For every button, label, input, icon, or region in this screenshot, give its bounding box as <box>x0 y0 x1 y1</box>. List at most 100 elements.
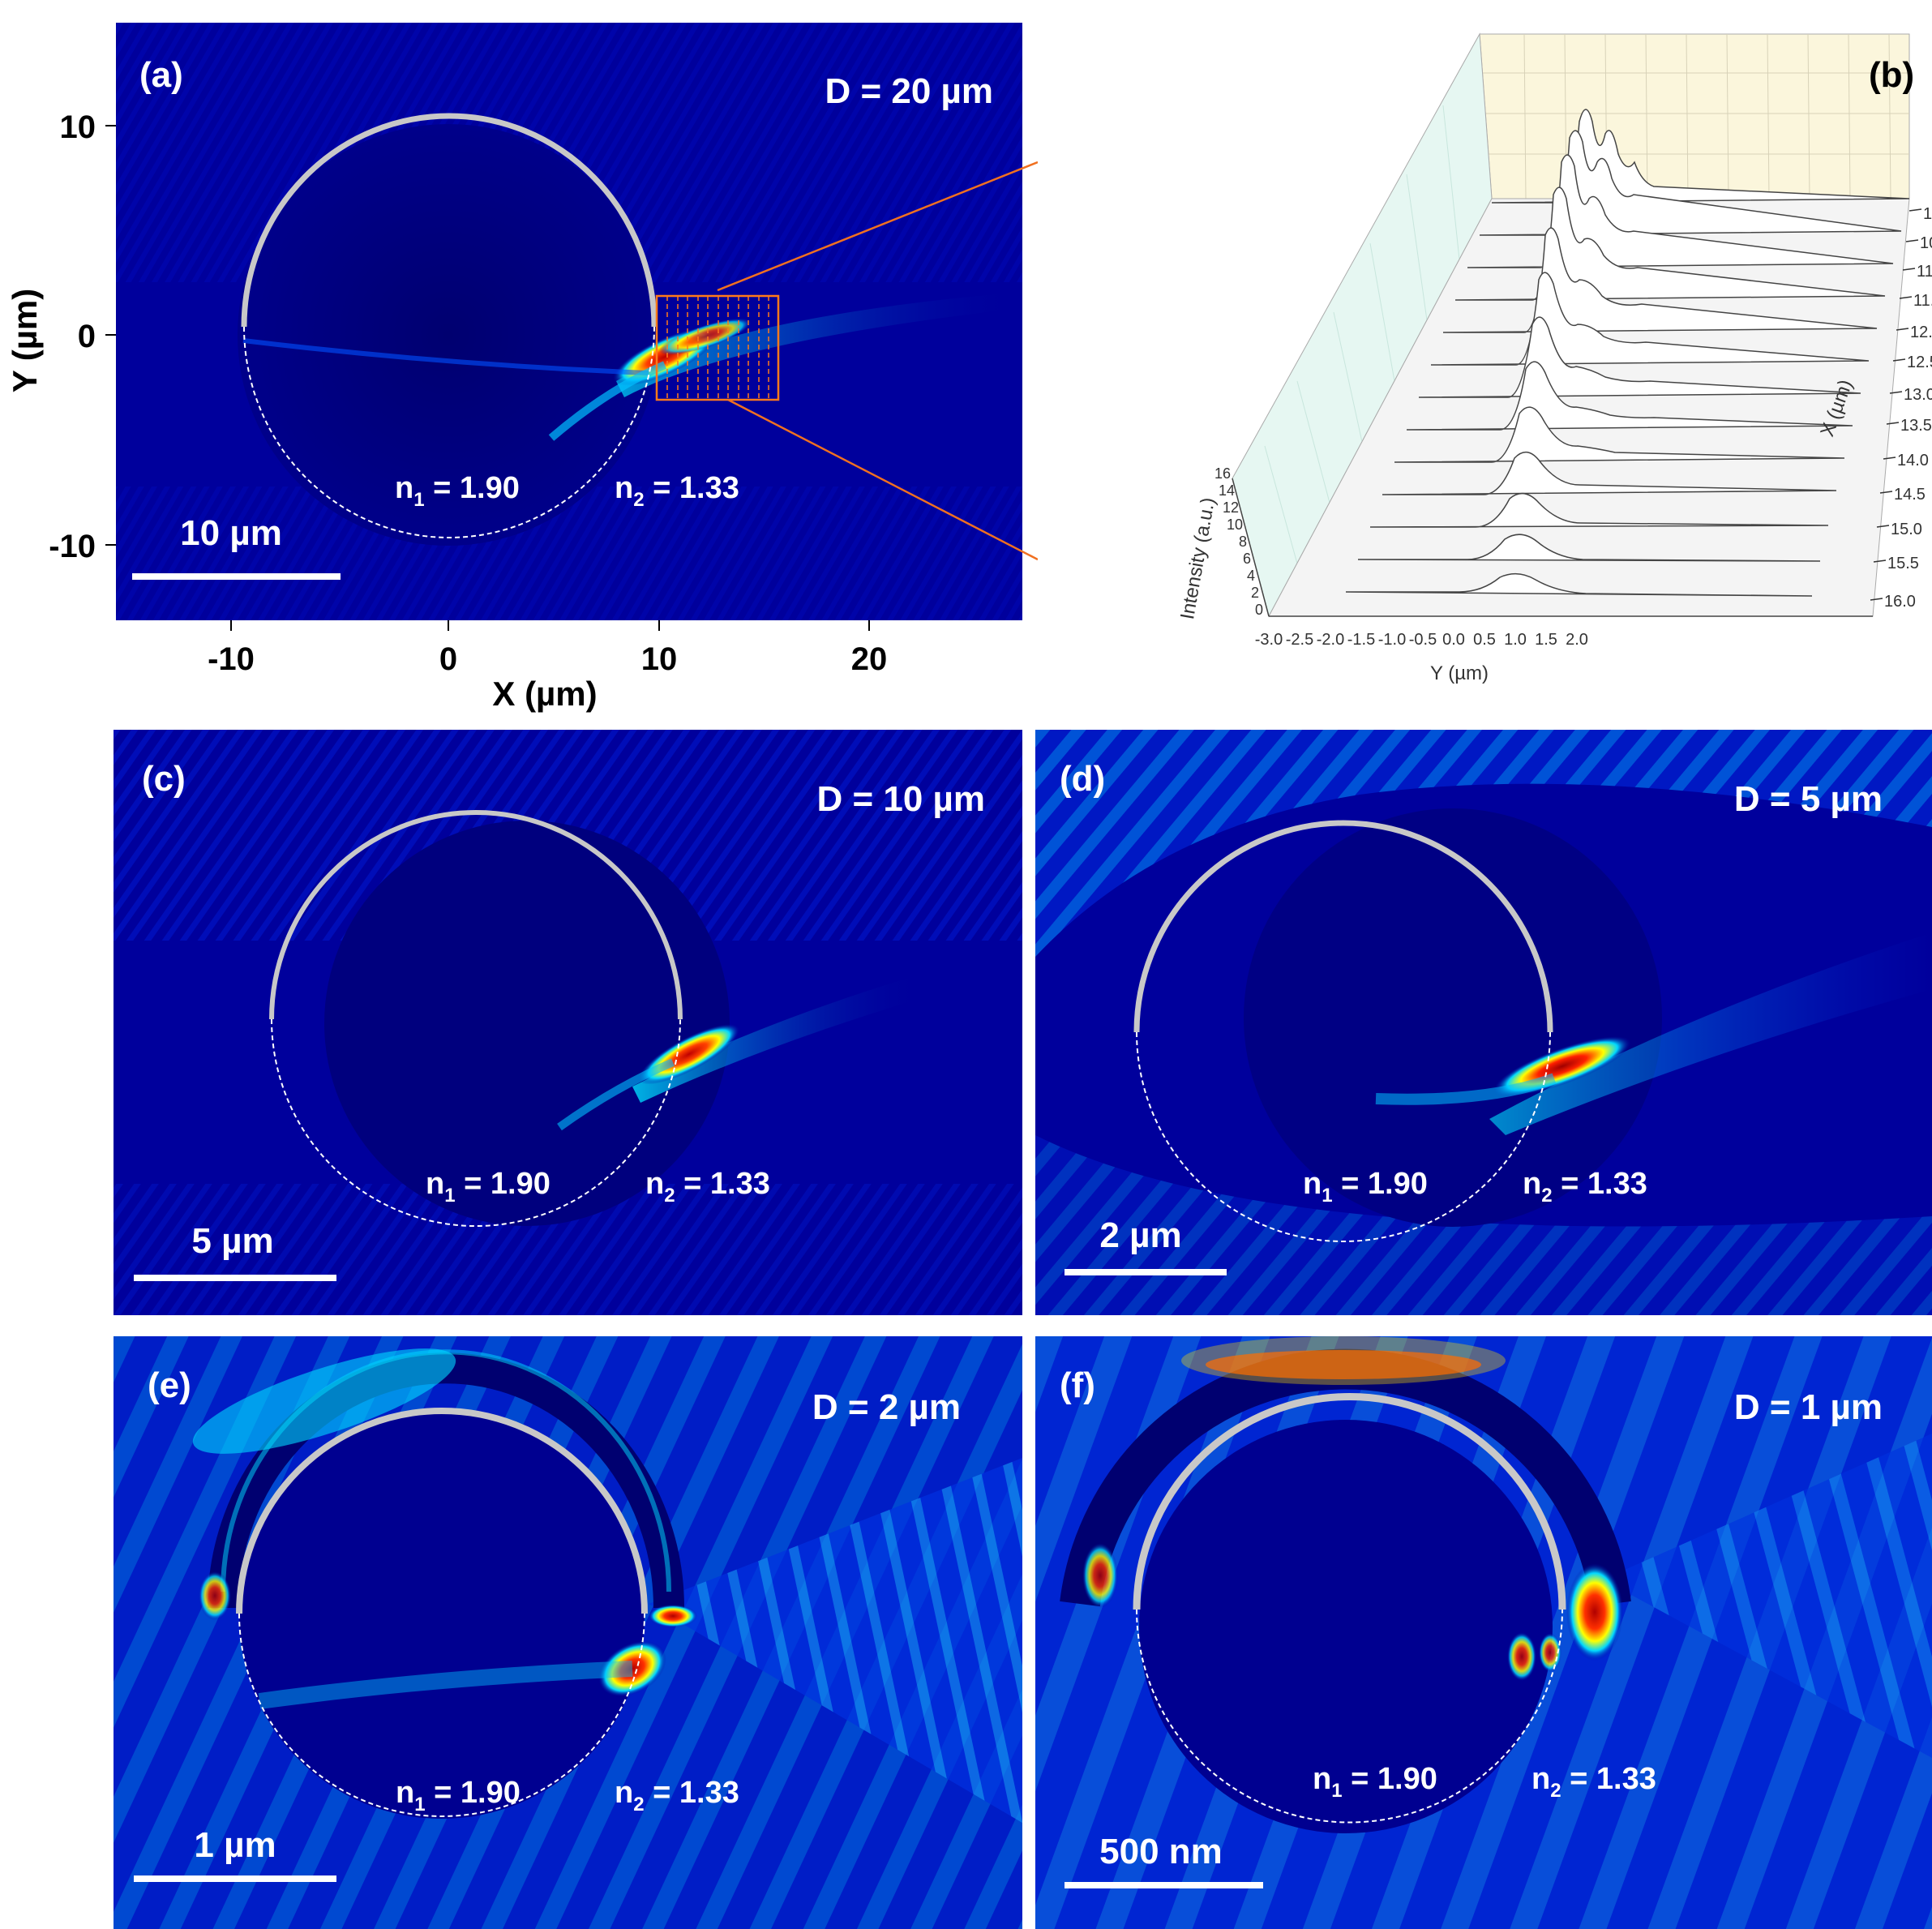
n1-label-d: n1 = 1.90 <box>1303 1167 1428 1207</box>
y-tick-b-10: 1.5 <box>1535 631 1557 649</box>
y-axis-label-b: Y (µm) <box>1430 662 1489 684</box>
y-tick-a-1: 10 <box>60 109 96 145</box>
n1-label-e: n1 = 1.90 <box>396 1776 520 1815</box>
y-axis-label-a: Y (µm) <box>6 289 44 392</box>
x-tick-a-2: 0 <box>439 641 457 677</box>
diameter-label-e: D = 2 µm <box>812 1387 961 1427</box>
panel-b-svg: 10.0 10.5 11.0 11.5 12.0 12.5 13.0 13.5 … <box>1176 32 1932 684</box>
y-tick-b-8: 0.5 <box>1473 631 1496 649</box>
x-tick-b-5: 12.0 <box>1910 324 1932 341</box>
y-tick-b-7: 0.0 <box>1442 631 1465 649</box>
y-tick-b-6: -0.5 <box>1409 631 1437 649</box>
x-tick-a-1: -10 <box>208 641 255 677</box>
panel-d-svg: (d) D = 5 µm n1 = 1.90 n2 = 1.33 2 µm <box>1035 730 1932 1315</box>
panel-label-b: (b) <box>1869 55 1914 95</box>
n1-label-a: n1 = 1.90 <box>395 471 520 511</box>
x-tick-b-2: 10.5 <box>1920 234 1932 252</box>
droplet-outline-f <box>1136 1609 1563 1824</box>
x-tick-b-1: 10.0 <box>1923 205 1932 223</box>
droplet-outline-e <box>238 1613 645 1817</box>
scale-bar-d <box>1065 1269 1227 1275</box>
panel-f: (f) D = 1 µm n1 = 1.90 n2 = 1.33 500 nm <box>1035 1336 1932 1929</box>
diameter-label-a: D = 20 µm <box>825 71 993 111</box>
x-tick-b-3: 11.0 <box>1917 263 1932 281</box>
y-tick-a-3: -10 <box>49 529 96 564</box>
y-tick-b-3: -2.0 <box>1317 631 1344 649</box>
intensity-profiles <box>1345 109 1910 597</box>
n2-label-a: n2 = 1.33 <box>615 471 739 511</box>
n2-label-c: n2 = 1.33 <box>645 1167 770 1207</box>
panel-d: (d) D = 5 µm n1 = 1.90 n2 = 1.33 2 µm <box>1035 730 1932 1315</box>
panel-a-svg: (a) D = 20 µm n1 = 1.90 n2 = 1.33 10 µm … <box>6 23 1038 713</box>
scale-bar-f <box>1065 1882 1263 1888</box>
scale-bar-label-f: 500 nm <box>1099 1832 1223 1871</box>
panel-c: (c) D = 10 µm n1 = 1.90 n2 = 1.33 5 µm <box>114 730 1022 1315</box>
x-tick-b-7: 13.0 <box>1904 386 1932 404</box>
x-tick-a-4: 20 <box>851 641 888 677</box>
x-tick-b-6: 12.5 <box>1907 354 1932 371</box>
panel-label-a: (a) <box>139 55 183 95</box>
y-tick-b-1: -3.0 <box>1255 631 1283 649</box>
scale-bar-label-d: 2 µm <box>1099 1215 1181 1255</box>
z-axis-label-b: Intensity (a.u.) <box>1176 495 1219 620</box>
panel-label-f: (f) <box>1060 1365 1095 1405</box>
z-tick-b-7: 4 <box>1247 568 1255 584</box>
droplet-outline-d <box>1136 1031 1551 1242</box>
n2-label-f: n2 = 1.33 <box>1531 1762 1656 1802</box>
y-tick-b-4: -1.5 <box>1347 631 1375 649</box>
panel-c-svg: (c) D = 10 µm n1 = 1.90 n2 = 1.33 5 µm <box>114 730 1022 1315</box>
diameter-label-f: D = 1 µm <box>1734 1387 1883 1427</box>
y-axis-a: 10 0 -10 Y (µm) <box>6 109 116 564</box>
z-tick-b-6: 6 <box>1243 551 1251 567</box>
scale-bar-label-c: 5 µm <box>191 1221 273 1261</box>
y-tick-b-2: -2.5 <box>1286 631 1313 649</box>
scale-bar-label-e: 1 µm <box>194 1825 276 1865</box>
zoom-box <box>655 294 780 401</box>
y-tick-a-2: 0 <box>78 319 96 354</box>
y-tick-b-11: 2.0 <box>1566 631 1588 649</box>
scale-bar-c <box>134 1275 336 1281</box>
x-axis-a: -10 0 10 20 X (µm) <box>208 620 887 713</box>
panel-label-c: (c) <box>142 759 186 799</box>
n2-label-e: n2 = 1.33 <box>615 1776 739 1815</box>
shell-arc-d <box>1133 820 1553 1033</box>
plot3d-back-wall <box>1479 33 1910 199</box>
n1-label-f: n1 = 1.90 <box>1313 1762 1437 1802</box>
z-tick-b-3: 12 <box>1223 499 1239 516</box>
shell-arc-a <box>241 113 658 328</box>
diameter-label-c: D = 10 µm <box>816 779 985 819</box>
x-tick-b-9: 14.0 <box>1897 452 1929 469</box>
scale-bar-a <box>132 573 341 580</box>
panel-a: (a) D = 20 µm n1 = 1.90 n2 = 1.33 10 µm … <box>0 0 1038 722</box>
z-tick-b-4: 10 <box>1227 517 1243 533</box>
panel-f-svg: (f) D = 1 µm n1 = 1.90 n2 = 1.33 500 nm <box>1035 1336 1932 1929</box>
x-tick-b-8: 13.5 <box>1900 417 1932 435</box>
droplet-outline-c <box>271 1018 681 1227</box>
x-tick-b-11: 15.0 <box>1891 521 1922 538</box>
z-tick-b-8: 2 <box>1251 585 1259 601</box>
x-tick-b-12: 15.5 <box>1887 555 1919 572</box>
droplet-outline-a <box>243 326 655 538</box>
x-tick-a-3: 10 <box>641 641 678 677</box>
x-tick-b-10: 14.5 <box>1894 486 1926 504</box>
depth-axis-ticks <box>1870 208 1922 601</box>
x-axis-label-a: X (µm) <box>492 675 597 713</box>
n1-label-c: n1 = 1.90 <box>426 1167 550 1207</box>
scale-bar-label-a: 10 µm <box>180 513 282 553</box>
diameter-label-d: D = 5 µm <box>1734 779 1883 819</box>
z-tick-b-1: 16 <box>1214 465 1231 482</box>
panel-e: (e) D = 2 µm n1 = 1.90 n2 = 1.33 1 µm <box>114 1336 1022 1929</box>
y-tick-b-9: 1.0 <box>1504 631 1527 649</box>
panel-label-d: (d) <box>1060 759 1105 799</box>
shell-arc-c <box>269 810 683 1020</box>
zoom-connector-bottom <box>727 398 1038 561</box>
x-tick-b-13: 16.0 <box>1884 593 1916 611</box>
y-tick-b-5: -1.0 <box>1378 631 1406 649</box>
z-tick-b-2: 14 <box>1219 482 1235 499</box>
z-tick-b-5: 8 <box>1239 534 1247 550</box>
zoom-connector-top <box>717 161 1038 292</box>
panel-label-e: (e) <box>148 1365 191 1405</box>
panel-e-svg: (e) D = 2 µm n1 = 1.90 n2 = 1.33 1 µm <box>114 1336 1022 1929</box>
scale-bar-e <box>134 1875 336 1882</box>
z-tick-b-9: 0 <box>1255 602 1263 618</box>
